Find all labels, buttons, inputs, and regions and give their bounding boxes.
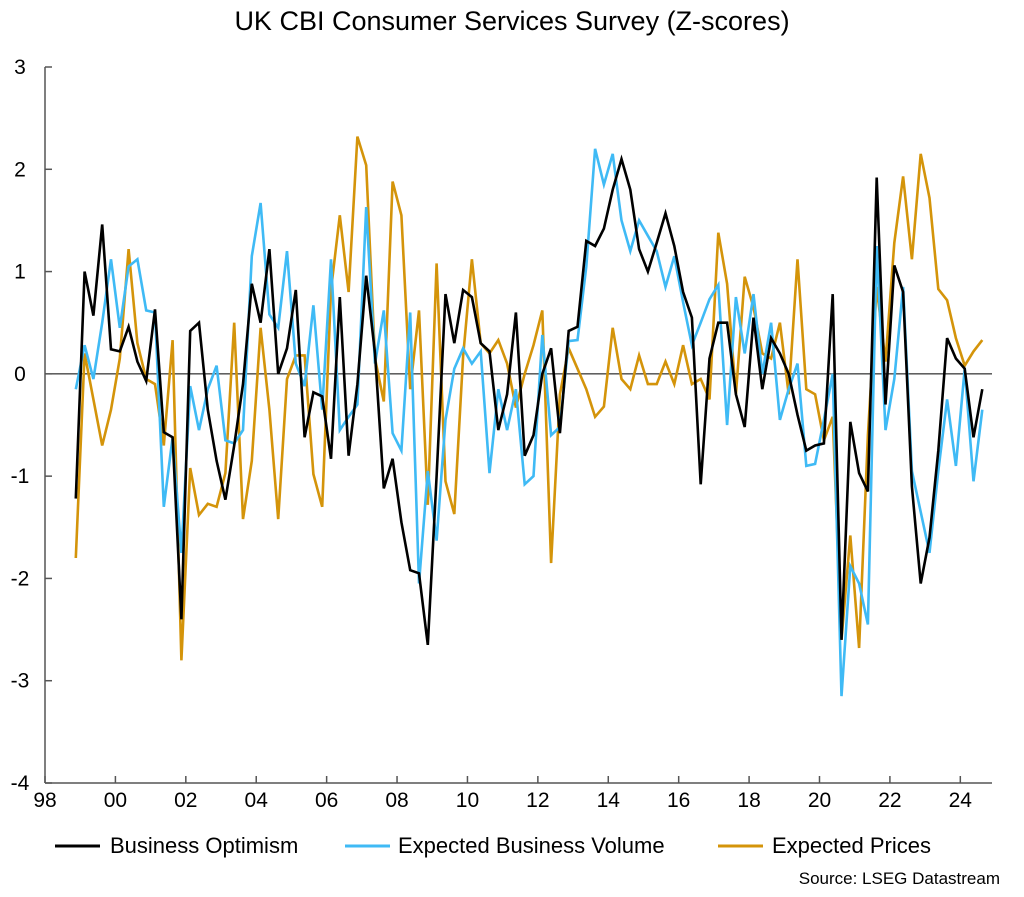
legend-item: Business Optimism	[55, 833, 298, 858]
x-tick-label: 24	[949, 789, 973, 812]
x-tick-label: 98	[33, 789, 56, 812]
x-tick-label: 18	[737, 789, 760, 812]
x-tick-label: 06	[315, 789, 338, 812]
y-tick-label: -1	[11, 465, 30, 488]
series-lines	[74, 136, 984, 697]
legend-label: Business Optimism	[110, 833, 298, 858]
y-tick-label: -4	[11, 772, 30, 795]
x-tick-label: 22	[878, 789, 901, 812]
x-tick-label: 14	[597, 789, 621, 812]
legend-label: Expected Business Volume	[398, 833, 665, 858]
legend-item: Expected Prices	[718, 833, 931, 858]
y-tick-label: 0	[14, 363, 26, 386]
legend-label: Expected Prices	[772, 833, 931, 858]
x-tick-label: 02	[174, 789, 197, 812]
x-tick-label: 04	[245, 789, 269, 812]
x-tick-label: 20	[808, 789, 831, 812]
x-tick-label: 12	[526, 789, 549, 812]
y-tick-label: 1	[14, 261, 26, 284]
series-line-business-optimism	[74, 154, 984, 646]
legend-item: Expected Business Volume	[345, 833, 665, 858]
y-tick-label: -3	[11, 670, 30, 693]
chart-title: UK CBI Consumer Services Survey (Z-score…	[234, 6, 789, 36]
x-tick-label: 16	[667, 789, 690, 812]
series-line-expected-business-volume	[74, 148, 984, 697]
y-tick-label: 3	[14, 56, 26, 79]
series-line-expected-prices	[74, 136, 984, 661]
x-tick-label: 00	[104, 789, 127, 812]
legend: Business Optimism Expected Business Volum…	[55, 833, 931, 858]
x-tick-label: 10	[456, 789, 479, 812]
y-tick-label: -2	[11, 567, 30, 590]
x-tick-label: 08	[385, 789, 408, 812]
source-note: Source: LSEG Datastream	[799, 869, 1000, 888]
y-tick-label: 2	[14, 158, 26, 181]
